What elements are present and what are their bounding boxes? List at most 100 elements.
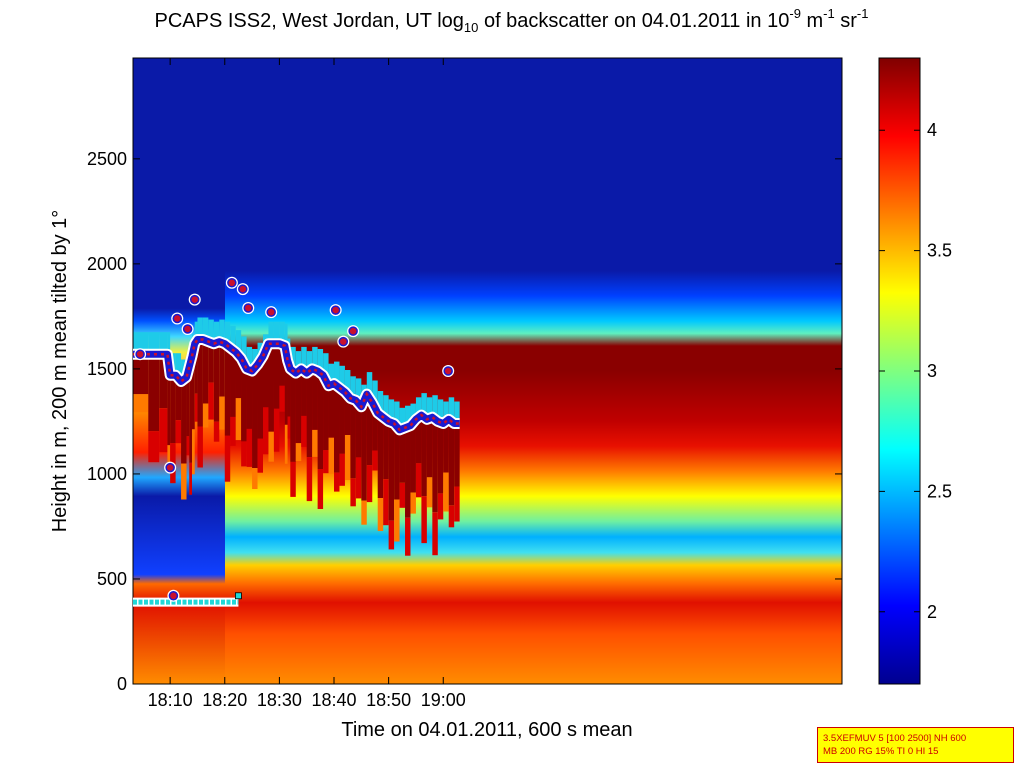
heatmap-streak bbox=[213, 343, 220, 422]
y-tick-label: 2000 bbox=[87, 254, 127, 274]
heatmap-streak bbox=[366, 372, 373, 395]
heatmap-streak bbox=[167, 354, 171, 446]
heatmap-streak bbox=[194, 343, 198, 394]
heatmap-streak bbox=[355, 457, 362, 499]
heatmap-streak bbox=[394, 423, 400, 500]
heatmap-streak bbox=[295, 373, 302, 444]
heatmap-streak bbox=[279, 385, 285, 412]
x-tick-label: 18:10 bbox=[148, 690, 193, 710]
x-tick-label: 18:20 bbox=[202, 690, 247, 710]
heatmap-streak bbox=[344, 435, 351, 481]
heatmap-streak bbox=[175, 375, 182, 421]
heatmap-streaks bbox=[133, 317, 460, 556]
heatmap-streak bbox=[448, 419, 455, 506]
heatmap-streak bbox=[339, 365, 345, 388]
heatmap-streak bbox=[394, 499, 400, 542]
layer-point bbox=[227, 278, 237, 288]
heatmap-streak bbox=[290, 346, 296, 369]
heatmap-streak bbox=[208, 319, 214, 342]
heatmap-streak bbox=[334, 383, 340, 473]
y-tick-label: 0 bbox=[117, 674, 127, 694]
heatmap-streak bbox=[383, 479, 389, 526]
heatmap-streak bbox=[175, 353, 182, 376]
heatmap-streak bbox=[426, 419, 433, 478]
heatmap-streak bbox=[426, 477, 433, 508]
title-text-1: PCAPS ISS2, West Jordan, UT log bbox=[154, 10, 464, 32]
layer-point bbox=[168, 591, 179, 601]
heatmap-streak bbox=[312, 368, 318, 430]
colorbar bbox=[878, 57, 921, 685]
heatmap-streak bbox=[432, 512, 438, 556]
heatmap-streak bbox=[279, 321, 285, 344]
heatmap-streak bbox=[443, 423, 449, 473]
colorbar-tick-label: 3 bbox=[927, 361, 937, 381]
heatmap-streak bbox=[350, 478, 356, 507]
heatmap-streak bbox=[133, 354, 149, 395]
x-axis: 18:10 18:20 18:30 18:40 18:50 19:00 bbox=[148, 58, 466, 710]
heatmap-streak bbox=[257, 438, 264, 473]
heatmap-streak bbox=[167, 332, 171, 355]
heatmap-streak bbox=[202, 403, 209, 428]
heatmap-streak bbox=[361, 500, 367, 525]
y-axis-label: Height in m, 200 m mean tilted by 1° bbox=[49, 210, 71, 533]
title-subscript: 10 bbox=[463, 20, 479, 35]
heatmap-streak bbox=[268, 321, 274, 344]
heatmap-streak bbox=[437, 399, 444, 422]
colorbar-tick-label: 3.5 bbox=[927, 241, 952, 261]
title-superscript-1: -9 bbox=[789, 6, 801, 21]
heatmap-streak bbox=[301, 415, 307, 447]
layer-point bbox=[266, 307, 276, 317]
mixing-layer-line-dots bbox=[133, 338, 460, 432]
heatmap-streak bbox=[334, 472, 340, 492]
heatmap-streak bbox=[306, 457, 313, 502]
heatmap-streak bbox=[224, 343, 231, 436]
heatmap-streak bbox=[415, 463, 422, 498]
heatmap-streak bbox=[213, 421, 220, 442]
heatmap-streak bbox=[279, 343, 285, 386]
y-axis: 0 500 1000 1500 2000 2500 bbox=[87, 149, 842, 694]
x-tick-label: 19:00 bbox=[421, 690, 466, 710]
heatmap-streak bbox=[388, 399, 395, 422]
heatmap-streak bbox=[323, 353, 329, 376]
heatmap-streak bbox=[410, 492, 416, 514]
heatmap-streak bbox=[388, 421, 395, 521]
heatmap-streak bbox=[241, 441, 247, 467]
heatmap-streak bbox=[159, 408, 168, 453]
heatmap-streak bbox=[448, 397, 455, 420]
heatmap-streak bbox=[202, 317, 209, 340]
heatmap-streak bbox=[399, 407, 406, 430]
heatmap-streak bbox=[290, 461, 296, 497]
heatmap-streak bbox=[443, 401, 449, 424]
heatmap-streak bbox=[388, 520, 395, 550]
heatmap-streak bbox=[230, 416, 236, 446]
heatmap-streak bbox=[312, 429, 318, 457]
title-superscript-2: -1 bbox=[823, 6, 835, 21]
heatmap-streak bbox=[175, 420, 182, 444]
heatmap-streak bbox=[263, 407, 269, 455]
heatmap-streak bbox=[230, 325, 236, 348]
info-line-2: MB 200 RG 15% TI 0 HI 15 bbox=[823, 746, 939, 757]
heatmap-streak bbox=[377, 391, 384, 414]
heatmap-streak bbox=[241, 336, 247, 359]
heatmap-streak bbox=[197, 339, 203, 427]
heatmap-streak bbox=[454, 486, 460, 522]
heatmap-streak bbox=[170, 375, 176, 444]
colorbar-axis: 2 2.5 3 3.5 4 bbox=[879, 120, 952, 622]
heatmap-streak bbox=[194, 321, 198, 344]
title-text-2: of backscatter on 04.01.2011 in 10 bbox=[478, 10, 790, 32]
heatmap-streak bbox=[252, 468, 258, 489]
heatmap-streak bbox=[191, 356, 195, 430]
heatmap-streak bbox=[301, 346, 307, 369]
chart-title: PCAPS ISS2, West Jordan, UT log10 of bac… bbox=[0, 6, 1023, 35]
heatmap-streak bbox=[399, 482, 406, 508]
heatmap-streak bbox=[350, 398, 356, 479]
heatmap-streak bbox=[246, 346, 253, 369]
y-tick-label: 2500 bbox=[87, 149, 127, 169]
heatmap-streak bbox=[306, 373, 313, 458]
title-text-4: sr bbox=[834, 10, 857, 32]
x-tick-label: 18:50 bbox=[366, 690, 411, 710]
heatmap-streak bbox=[432, 417, 438, 513]
heatmap-streak bbox=[301, 368, 307, 416]
